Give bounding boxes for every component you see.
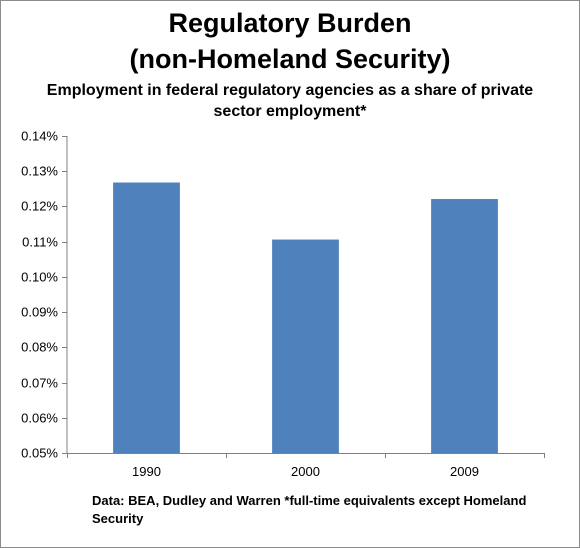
y-tick-label: 0.07% <box>21 376 58 391</box>
y-tick-label: 0.05% <box>21 446 58 461</box>
bar-1990 <box>113 182 180 453</box>
chart-title-line1: Regulatory Burden <box>168 8 412 38</box>
x-tick-label: 1990 <box>132 464 161 479</box>
chart-title-line2: (non-Homeland Security) <box>129 44 451 74</box>
y-tick-label: 0.12% <box>21 199 58 214</box>
y-axis: 0.05% 0.06% 0.07% 0.08% 0.09% 0.10% 0.11% 0.12%… <box>21 129 68 461</box>
y-tick-label: 0.06% <box>21 411 58 426</box>
x-tick-label: 2009 <box>450 464 479 479</box>
bar-2000 <box>272 239 339 453</box>
bar-2009 <box>431 199 498 453</box>
chart-subtitle: Employment in federal regulatory agencie… <box>46 82 534 120</box>
y-tick-label: 0.13% <box>21 164 58 179</box>
y-tick-label: 0.11% <box>22 235 58 250</box>
x-tick-label: 2000 <box>291 464 320 479</box>
bars <box>113 182 498 453</box>
y-tick-label: 0.14% <box>21 129 58 144</box>
chart-footnote: Data: BEA, Dudley and Warren *full-time … <box>92 493 527 526</box>
y-tick-label: 0.08% <box>21 340 58 355</box>
y-tick-label: 0.09% <box>21 305 58 320</box>
x-axis: 1990 2000 2009 <box>67 453 545 479</box>
y-tick-label: 0.10% <box>21 270 58 285</box>
